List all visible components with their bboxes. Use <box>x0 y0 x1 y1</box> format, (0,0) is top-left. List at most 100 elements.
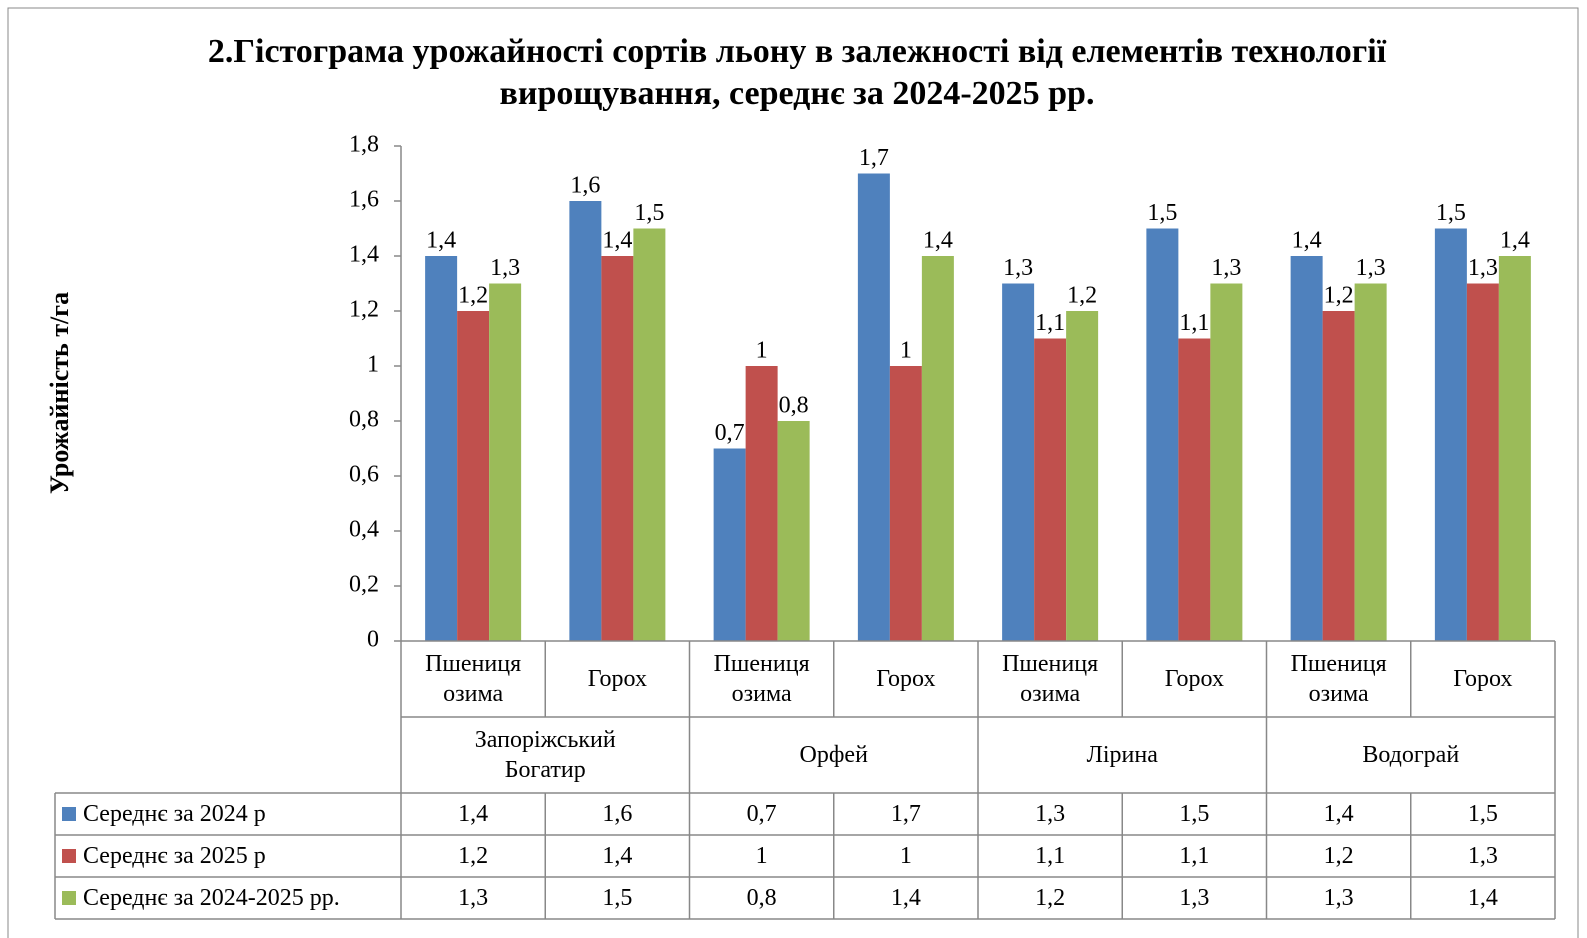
bar <box>1034 338 1067 641</box>
bar <box>1498 256 1531 641</box>
data-label: 1,3 <box>1003 255 1033 281</box>
bar <box>489 283 522 641</box>
table-cell: 1,3 <box>1179 885 1210 911</box>
y-tick-label: 0 <box>367 627 379 653</box>
table-cell: 1,4 <box>1323 801 1354 827</box>
bar <box>857 173 890 641</box>
data-label: 0,7 <box>715 420 745 446</box>
y-tick-label: 1,4 <box>349 242 379 268</box>
y-tick-label: 1,8 <box>349 132 379 158</box>
x-tick-label: Пшениця озима <box>425 651 522 707</box>
data-label: 1,4 <box>602 228 632 254</box>
bar <box>569 201 602 641</box>
data-label: 1,3 <box>1211 255 1241 281</box>
data-label: 1,4 <box>923 228 953 254</box>
bar <box>1210 283 1243 641</box>
data-label: 1,1 <box>1035 310 1065 336</box>
y-tick-label: 0,8 <box>349 407 379 433</box>
bar <box>1066 311 1099 641</box>
table-cell: 1,3 <box>1467 843 1498 869</box>
chart-title: 2.Гістограма урожайності сортів льону в … <box>207 33 1387 112</box>
bar <box>601 256 634 641</box>
table-cell: 1,5 <box>1179 801 1210 827</box>
y-tick-label: 0,2 <box>349 572 379 598</box>
data-label: 1,1 <box>1179 310 1209 336</box>
data-label: 0,8 <box>779 393 809 419</box>
y-tick-label: 0,4 <box>349 517 379 543</box>
table-cell: 1,7 <box>890 801 921 827</box>
data-label: 1,4 <box>1292 228 1322 254</box>
y-tick-label: 0,6 <box>349 462 379 488</box>
bar <box>713 448 746 641</box>
table-cell: 1,2 <box>458 843 489 869</box>
table-cell: 1,2 <box>1323 843 1354 869</box>
table-cell: 0,8 <box>746 885 777 911</box>
y-tick-label: 1,6 <box>349 187 379 213</box>
data-label: 1,2 <box>1067 283 1097 309</box>
data-label: 1,4 <box>426 228 456 254</box>
bar <box>1434 228 1467 641</box>
y-axis-label: Урожайність т/га <box>45 291 74 495</box>
data-label: 1,4 <box>1500 228 1530 254</box>
data-label: 1 <box>756 338 768 364</box>
bar <box>777 421 810 641</box>
table-cell: 1,2 <box>1035 885 1066 911</box>
bar <box>1466 283 1499 641</box>
table-cell: 1,3 <box>1323 885 1354 911</box>
bar <box>633 228 666 641</box>
data-label: 1,2 <box>458 283 488 309</box>
bar <box>457 311 490 641</box>
group-label: Орфей <box>799 742 868 768</box>
bar <box>1178 338 1211 641</box>
chart-border <box>7 7 1579 938</box>
table-cell: 1,4 <box>602 843 633 869</box>
data-label: 1,3 <box>1356 255 1386 281</box>
legend-label: Середнє за 2024 р <box>83 801 266 827</box>
table-cell: 1,6 <box>602 801 633 827</box>
data-label: 1,2 <box>1324 283 1354 309</box>
table-cell: 1,4 <box>890 885 921 911</box>
table-cell: 1,1 <box>1035 843 1066 869</box>
x-tick-label: Пшениця озима <box>1290 651 1387 707</box>
group-label: Запоріжський Богатир <box>474 727 616 783</box>
table-cell: 0,7 <box>746 801 777 827</box>
data-label: 1 <box>900 338 912 364</box>
table-cell: 1 <box>755 843 768 869</box>
table-cell: 1,4 <box>458 801 489 827</box>
data-label: 1,5 <box>1436 200 1466 226</box>
bar <box>1354 283 1387 641</box>
bar <box>745 366 778 641</box>
x-tick-label: Горох <box>1164 666 1224 692</box>
group-label: Лірина <box>1086 742 1158 768</box>
x-tick-label: Горох <box>876 666 936 692</box>
bar <box>425 256 458 641</box>
table-cell: 1,1 <box>1179 843 1210 869</box>
bar <box>1146 228 1179 641</box>
x-tick-label: Пшениця озима <box>713 651 810 707</box>
table-cell: 1,3 <box>458 885 489 911</box>
x-tick-label: Горох <box>1453 666 1513 692</box>
table-cell: 1,5 <box>1467 801 1498 827</box>
table-cell: 1,3 <box>1035 801 1066 827</box>
legend-key <box>62 807 76 821</box>
legend-label: Середнє за 2024-2025 рр. <box>83 885 340 911</box>
data-label: 1,3 <box>490 255 520 281</box>
y-tick-label: 1 <box>367 352 379 378</box>
data-label: 1,5 <box>634 200 664 226</box>
x-tick-label: Горох <box>587 666 647 692</box>
bar <box>1002 283 1035 641</box>
table-cell: 1,4 <box>1467 885 1498 911</box>
x-tick-label: Пшениця озима <box>1002 651 1099 707</box>
y-tick-label: 1,2 <box>349 297 379 323</box>
data-label: 1,7 <box>859 145 889 171</box>
table-cell: 1 <box>899 843 912 869</box>
bar <box>1322 311 1355 641</box>
table-cell: 1,5 <box>602 885 633 911</box>
data-label: 1,6 <box>570 173 600 199</box>
data-label: 1,5 <box>1147 200 1177 226</box>
legend-label: Середнє за 2025 р <box>83 843 266 869</box>
data-label: 1,3 <box>1468 255 1498 281</box>
group-label: Водограй <box>1362 742 1460 768</box>
